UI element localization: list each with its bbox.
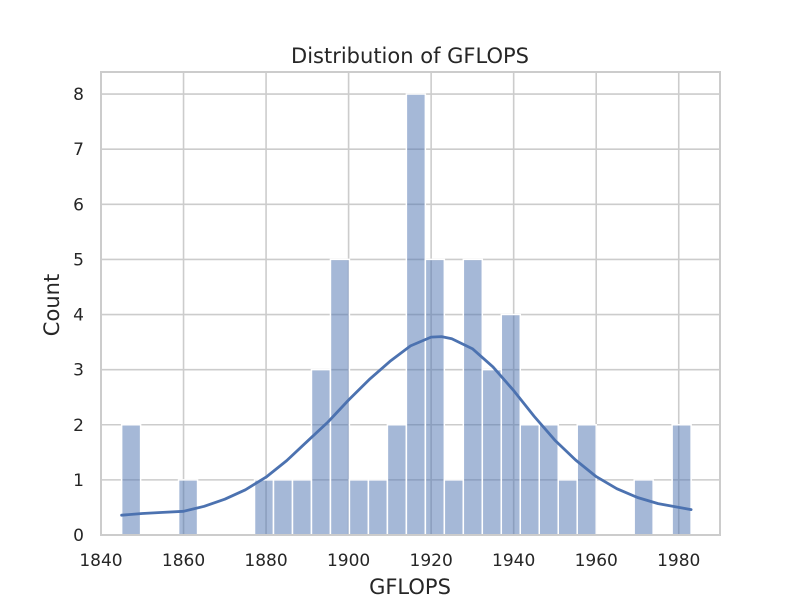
histogram-bar [557, 479, 578, 536]
x-tick-label: 1880 [244, 551, 287, 571]
histogram-bar [462, 258, 484, 536]
histogram-bar [424, 258, 446, 536]
y-tick-label: 7 [73, 140, 84, 160]
histogram-bar [443, 479, 465, 536]
x-tick-label: 1940 [492, 551, 535, 571]
y-tick-label: 6 [73, 195, 84, 215]
histogram-bar [519, 424, 541, 536]
x-tick-label: 1900 [327, 551, 370, 571]
histogram-bar [329, 258, 351, 536]
histogram-bar [386, 424, 408, 536]
histogram-bar [291, 479, 313, 536]
histogram-bar [500, 313, 522, 536]
histogram-bar [272, 479, 294, 536]
chart-title: Distribution of GFLOPS [291, 44, 529, 68]
kde-curve-group [120, 335, 693, 517]
histogram-bar [348, 479, 370, 536]
histogram-bar [253, 479, 275, 536]
histogram-bar [120, 424, 142, 536]
x-tick-label: 1960 [575, 551, 618, 571]
y-tick-label: 4 [73, 306, 84, 326]
histogram-bar [405, 93, 427, 536]
x-tick-labels: 1840 1860 1880 1900 1920 1940 1960 1980 [79, 551, 700, 571]
y-axis-label: Count [40, 274, 64, 336]
y-tick-label: 8 [73, 85, 84, 105]
y-tick-labels: 0 1 2 3 4 5 6 7 8 [73, 85, 84, 546]
y-tick-label: 0 [73, 526, 84, 546]
histogram-bar [367, 479, 389, 536]
y-tick-label: 1 [73, 471, 84, 491]
histogram-bar [481, 368, 503, 536]
y-tick-label: 3 [73, 361, 84, 381]
histogram-bar [576, 424, 597, 536]
x-tick-label: 1840 [79, 551, 122, 571]
x-tick-label: 1920 [410, 551, 453, 571]
plot-frame [100, 71, 721, 536]
histogram-bar [633, 479, 654, 536]
x-axis-label: GFLOPS [369, 575, 451, 599]
x-tick-label: 1860 [162, 551, 205, 571]
kde-curve [120, 335, 693, 517]
histogram-bar [310, 368, 332, 536]
x-tick-label: 1980 [657, 551, 700, 571]
histogram-bar [671, 424, 692, 536]
y-tick-label: 2 [73, 416, 84, 436]
y-tick-label: 5 [73, 250, 84, 270]
